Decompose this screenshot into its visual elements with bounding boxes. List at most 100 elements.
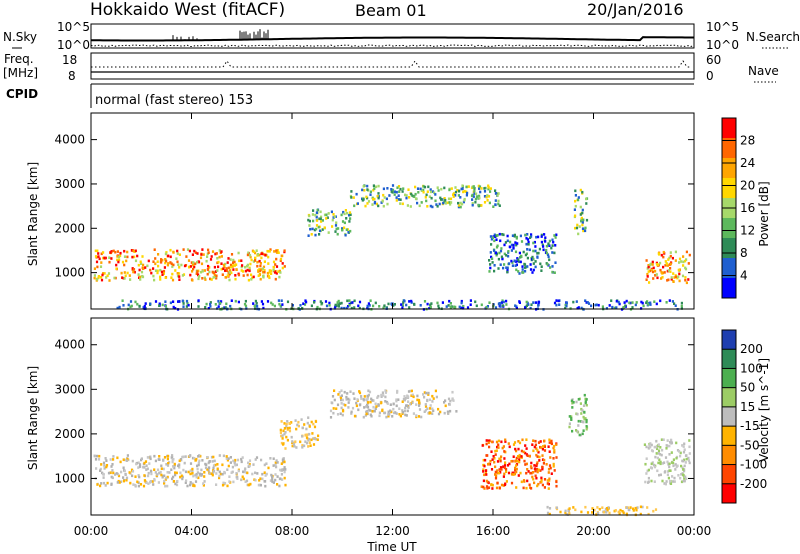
echo-cell: [288, 422, 291, 425]
echo-cell: [372, 184, 375, 187]
echo-cell: [219, 472, 222, 476]
echo-cell: [260, 256, 263, 260]
echo-cell: [353, 397, 356, 400]
echo-cell: [333, 398, 336, 402]
echo-cell: [280, 473, 283, 476]
echo-cell: [498, 251, 501, 255]
echo-cell: [171, 477, 174, 481]
echo-cell: [577, 424, 580, 427]
echo-cell: [515, 243, 518, 247]
echo-cell: [156, 269, 159, 273]
echo-cell: [536, 449, 539, 452]
echo-cell: [125, 476, 129, 480]
echo-cell: [159, 268, 162, 272]
echo-cell: [449, 302, 452, 305]
echo-cell: [535, 476, 538, 480]
echo-cell: [232, 258, 235, 262]
echo-cell: [572, 506, 575, 509]
echo-cell: [551, 244, 554, 247]
echo-cell: [209, 302, 212, 306]
echo-cell: [377, 184, 380, 188]
echo-cell: [350, 412, 353, 415]
echo-cell: [448, 403, 451, 406]
echo-cell: [259, 262, 262, 265]
colorbar-tick-label: -50: [740, 438, 760, 452]
echo-cell: [431, 205, 434, 209]
echo-cell: [502, 484, 505, 487]
echo-cell: [618, 302, 621, 306]
echo-cell: [505, 467, 508, 471]
echo-cell: [138, 268, 141, 272]
echo-cell: [307, 416, 310, 419]
echo-cell: [210, 278, 213, 281]
echo-cell: [387, 302, 390, 306]
echo-cell: [522, 450, 525, 454]
echo-cell: [584, 505, 587, 509]
echo-cell: [334, 224, 338, 227]
echo-cell: [165, 463, 168, 466]
echo-cell: [645, 445, 648, 449]
echo-cell: [666, 460, 669, 464]
echo-cell: [174, 482, 177, 486]
echo-cell: [108, 279, 111, 282]
echo-cell: [574, 508, 577, 512]
echo-cell: [529, 471, 532, 475]
echo-cell: [650, 443, 653, 447]
echo-cell: [582, 429, 585, 432]
echo-cell: [377, 204, 380, 208]
echo-cell: [268, 269, 271, 272]
echo-cell: [164, 258, 167, 261]
echo-cell: [132, 270, 135, 274]
echo-cell: [403, 395, 406, 398]
echo-cell: [337, 227, 340, 230]
echo-cell: [209, 277, 212, 281]
echo-cell: [519, 234, 522, 238]
echo-cell: [502, 233, 505, 237]
echo-cell: [386, 187, 389, 190]
echo-cell: [674, 468, 677, 471]
echo-cell: [505, 480, 508, 483]
echo-cell: [401, 304, 404, 307]
echo-cell: [437, 189, 440, 192]
echo-cell: [676, 464, 679, 468]
echo-cell: [371, 410, 374, 413]
echo-cell: [685, 454, 688, 457]
echo-cell: [284, 468, 287, 471]
echo-cell: [156, 260, 159, 263]
echo-cell: [688, 439, 691, 442]
echo-cell: [513, 233, 516, 237]
echo-cell: [100, 276, 103, 279]
echo-cell: [154, 459, 157, 463]
echo-cell: [427, 185, 430, 189]
echo-cell: [160, 473, 163, 477]
echo-cell: [489, 187, 492, 190]
echo-cell: [548, 441, 551, 444]
echo-cell: [373, 201, 376, 205]
echo-cell: [537, 450, 540, 454]
echo-cell: [172, 250, 175, 254]
echo-cell: [649, 269, 652, 273]
echo-cell: [310, 304, 313, 308]
echo-cell: [574, 204, 577, 208]
echo-cell: [449, 306, 452, 309]
echo-cell: [401, 400, 404, 403]
echo-cell: [343, 221, 346, 225]
echo-cell: [614, 509, 617, 512]
echo-cell: [163, 479, 166, 483]
echo-cell: [632, 509, 635, 512]
x-tick-label: 16:00: [476, 524, 511, 538]
echo-cell: [613, 306, 616, 310]
echo-cell: [555, 443, 558, 446]
echo-cell: [526, 454, 529, 457]
echo-cell: [570, 416, 573, 420]
echo-cell: [416, 394, 419, 398]
echo-cell: [355, 401, 358, 405]
echo-cell: [512, 443, 516, 446]
echo-cell: [370, 414, 373, 418]
echo-cell: [139, 275, 142, 279]
echo-cell: [101, 273, 104, 277]
echo-cell: [553, 251, 556, 255]
echo-cell: [361, 197, 364, 201]
echo-cell: [687, 456, 690, 460]
echo-cell: [177, 464, 180, 468]
